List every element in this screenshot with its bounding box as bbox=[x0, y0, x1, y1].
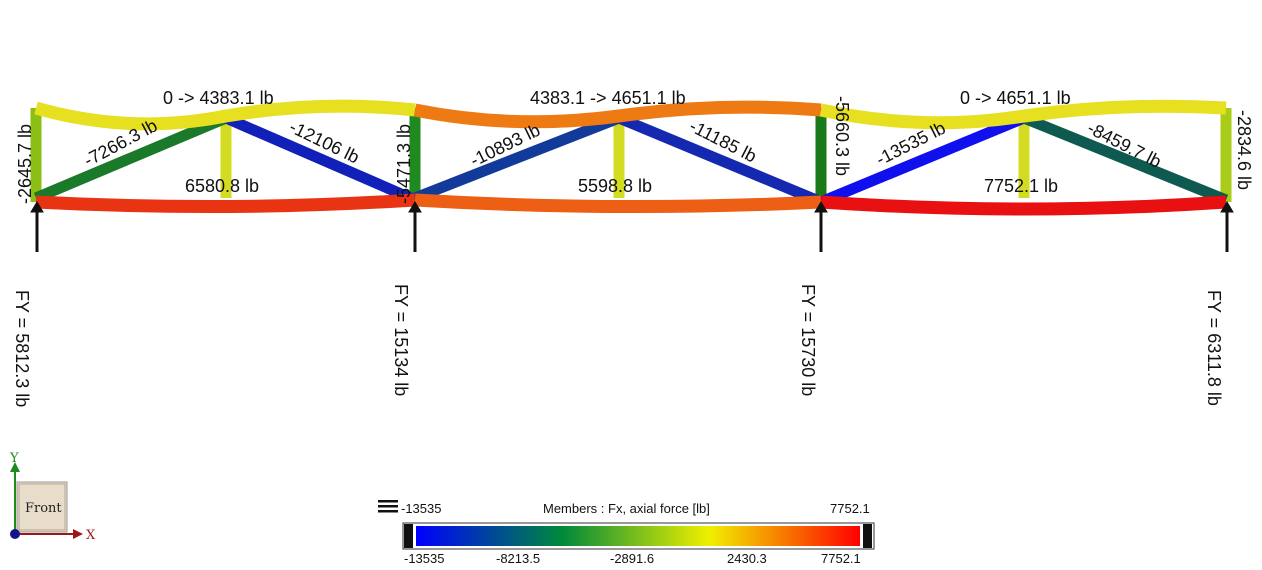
legend-max-label: 7752.1 bbox=[830, 501, 870, 516]
color-legend: -13535 Members : Fx, axial force [lb] 77… bbox=[378, 500, 875, 566]
menu-icon[interactable] bbox=[378, 500, 398, 513]
legend-min-handle[interactable] bbox=[404, 524, 413, 548]
reaction-label-1: FY = 5812.3 lb bbox=[12, 290, 32, 407]
member-bottom-2 bbox=[414, 193, 822, 214]
label-top-1: 0 -> 4383.1 lb bbox=[163, 88, 274, 108]
legend-tick-3: 2430.3 bbox=[727, 551, 767, 566]
legend-tick-0: -13535 bbox=[404, 551, 444, 566]
x-axis-label: X bbox=[86, 528, 96, 543]
view-cube-front-face[interactable] bbox=[16, 481, 68, 533]
view-cube-face-label: Front bbox=[25, 501, 62, 516]
legend-min-label: -13535 bbox=[401, 501, 441, 516]
member-bottom-1 bbox=[35, 193, 416, 214]
y-axis-arrowhead bbox=[10, 462, 20, 472]
member-diag-2a bbox=[412, 112, 622, 204]
member-labels: 0 -> 4383.1 lb 4383.1 -> 4651.1 lb 0 -> … bbox=[15, 88, 1254, 204]
support-arrow-1 bbox=[30, 201, 44, 252]
member-top-2 bbox=[413, 100, 822, 129]
truss-members bbox=[30, 99, 1232, 216]
legend-tick-4: 7752.1 bbox=[821, 551, 861, 566]
label-vert-support-3: -5660.3 lb bbox=[832, 96, 852, 176]
x-axis-arrowhead bbox=[73, 529, 83, 539]
reaction-arrows bbox=[30, 201, 1234, 252]
member-top-3 bbox=[819, 99, 1227, 130]
label-bottom-3: 7752.1 lb bbox=[984, 176, 1058, 196]
member-diag-3a bbox=[818, 112, 1027, 208]
support-arrow-3 bbox=[814, 201, 828, 252]
legend-gradient-bar bbox=[416, 526, 860, 546]
label-bottom-1: 6580.8 lb bbox=[185, 176, 259, 196]
member-top-1 bbox=[34, 99, 416, 131]
member-diag-1a bbox=[33, 112, 229, 204]
axis-origin bbox=[10, 529, 20, 539]
y-axis-label: Y bbox=[9, 451, 19, 466]
member-diag-1b bbox=[223, 112, 418, 206]
label-bottom-2: 5598.8 lb bbox=[578, 176, 652, 196]
label-top-2: 4383.1 -> 4651.1 lb bbox=[530, 88, 686, 108]
legend-tick-2: -2891.6 bbox=[610, 551, 654, 566]
reaction-label-2: FY = 15134 lb bbox=[391, 284, 411, 396]
member-bottom-3 bbox=[820, 195, 1227, 216]
support-arrow-4 bbox=[1220, 201, 1234, 252]
view-cube[interactable]: Front Y X bbox=[9, 451, 96, 543]
label-top-3: 0 -> 4651.1 lb bbox=[960, 88, 1071, 108]
support-arrow-2 bbox=[408, 201, 422, 252]
member-diag-3b bbox=[1021, 112, 1229, 206]
label-vert-end-left: -2645.7 lb bbox=[15, 124, 35, 204]
legend-title: Members : Fx, axial force [lb] bbox=[543, 501, 710, 516]
legend-max-handle[interactable] bbox=[863, 524, 872, 548]
reaction-labels: FY = 5812.3 lb FY = 15134 lb FY = 15730 … bbox=[12, 284, 1224, 407]
label-vert-support-2: -5471.3 lb bbox=[394, 124, 414, 204]
label-vert-end-right: -2834.6 lb bbox=[1234, 110, 1254, 190]
reaction-label-4: FY = 6311.8 lb bbox=[1204, 290, 1224, 406]
legend-tick-1: -8213.5 bbox=[496, 551, 540, 566]
member-diag-2b bbox=[616, 112, 824, 208]
reaction-label-3: FY = 15730 lb bbox=[798, 284, 818, 396]
